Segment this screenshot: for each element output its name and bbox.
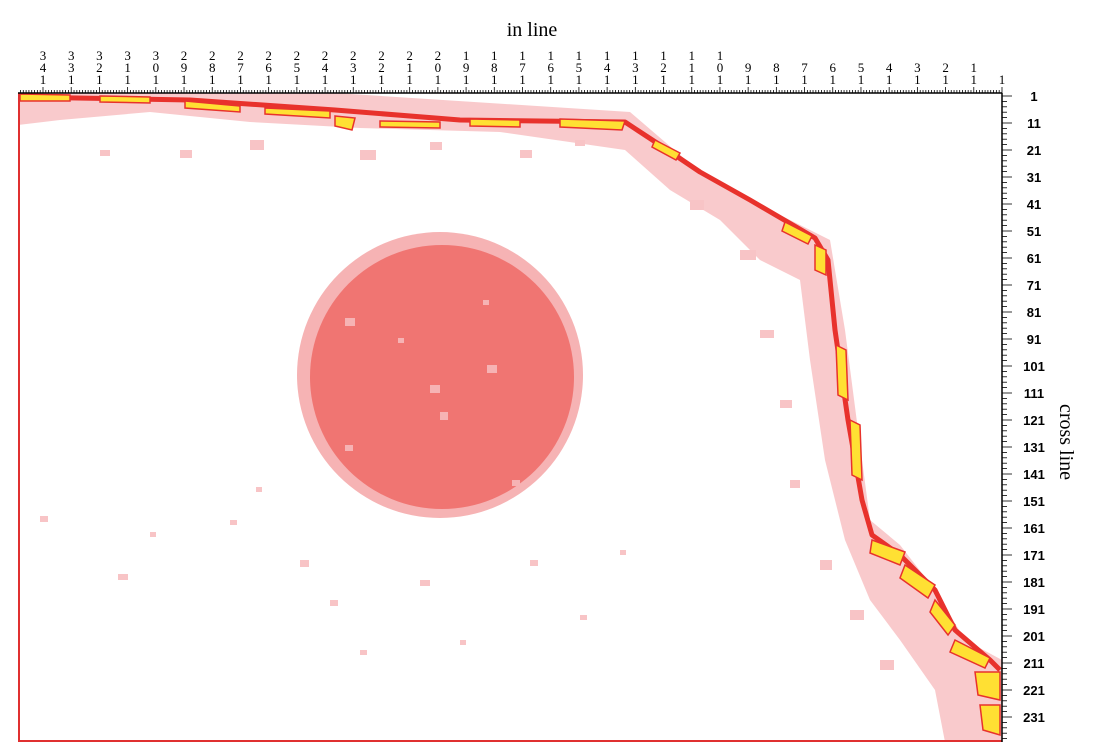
edge-band-red [17,94,1002,672]
y-tick-label: 131 [1023,440,1045,455]
y-tick-label: 31 [1027,170,1041,185]
x-tick-label: 1 [999,72,1006,87]
edge-patches-yellow [19,93,1001,737]
circle-core [310,245,574,509]
y-tick-label: 81 [1027,305,1041,320]
y-tick-label: 111 [1024,386,1044,401]
y-tick-label: 11 [1027,116,1041,131]
y-tick-label: 41 [1027,197,1041,212]
y-tick-label: 171 [1023,548,1045,563]
scattered-speckles [40,140,894,670]
y-tick-label: 121 [1023,413,1045,428]
x-axis-title: in line [507,19,558,41]
circle-speckles [345,300,520,486]
y-tick-label: 191 [1023,602,1045,617]
y-tick-label: 211 [1024,656,1045,671]
y-tick-label: 21 [1027,143,1041,158]
y-minor-ticks [1002,95,1012,739]
y-tick-label: 91 [1027,332,1041,347]
y-tick-label: 151 [1023,494,1045,509]
y-tick-label: 161 [1023,521,1045,536]
y-tick-label: 181 [1023,575,1045,590]
y-tick-label: 101 [1023,359,1045,374]
x-tick-labels: 3 4 13 3 13 2 13 1 13 0 12 9 12 8 12 7 12 6 12 5 12 4 12 3 12 2 12… [40,48,1006,87]
y-tick-label: 1 [1030,89,1037,104]
x-minor-ticks [20,87,1003,93]
y-tick-label: 141 [1023,467,1045,482]
y-tick-label: 51 [1027,224,1041,239]
y-tick-label: 61 [1027,251,1041,266]
y-tick-labels: 1112131415161718191101111121131141151161… [1023,89,1045,725]
plot-area [17,92,1003,742]
y-tick-label: 71 [1027,278,1041,293]
y-axis-title: cross line [1055,404,1077,480]
y-tick-label: 201 [1023,629,1045,644]
y-tick-label: 231 [1023,710,1045,725]
y-tick-label: 221 [1023,683,1045,698]
